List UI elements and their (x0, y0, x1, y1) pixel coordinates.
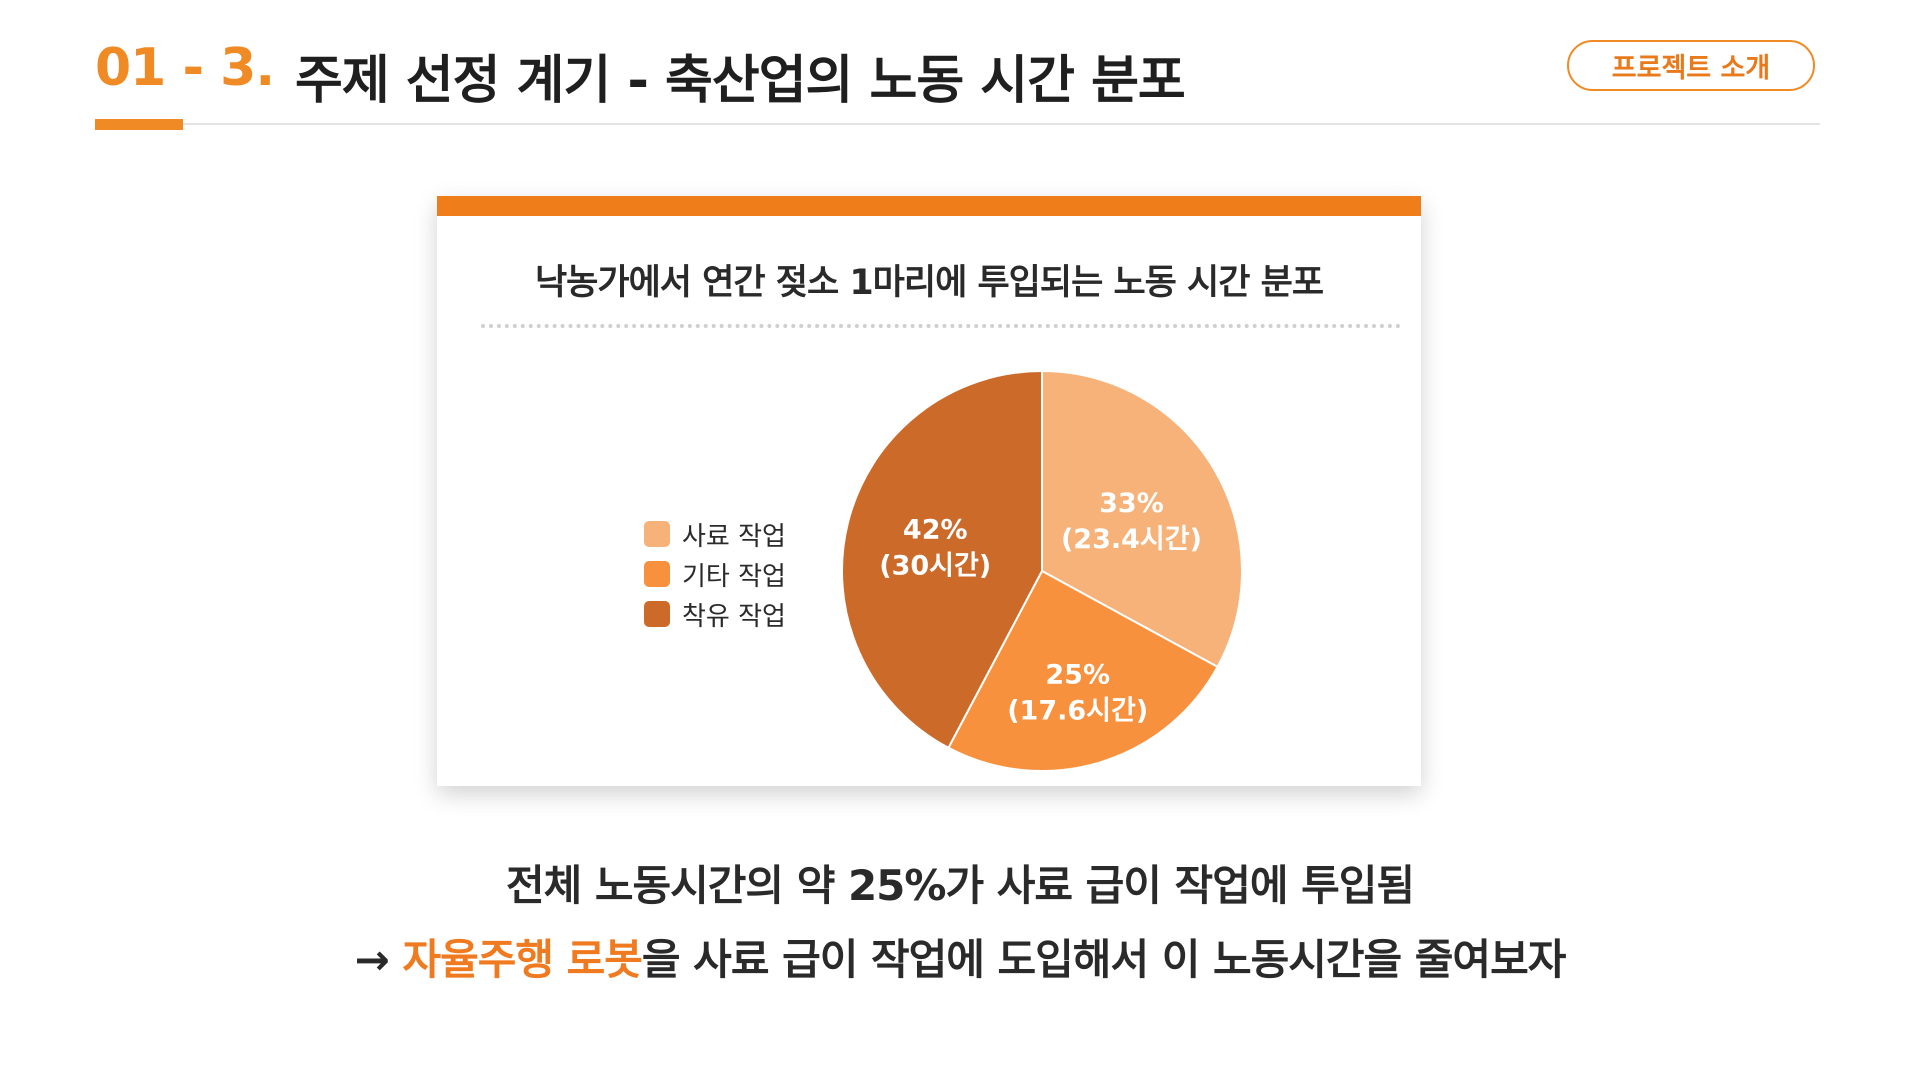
legend-item: 착유 작업 (644, 594, 786, 634)
legend-swatch (644, 601, 670, 627)
arrow-text: → (354, 935, 403, 984)
pie-value-label: (30시간) (879, 550, 991, 581)
header-divider (95, 123, 1820, 125)
chart-card: 낙농가에서 연간 젖소 1마리에 투입되는 노동 시간 분포 사료 작업 기타 … (437, 196, 1421, 786)
conclusion-rest: 을 사료 급이 작업에 도입해서 이 노동시간을 줄여보자 (641, 935, 1566, 984)
legend-label: 기타 작업 (682, 561, 786, 592)
pie-percent-label: 33% (1099, 488, 1164, 519)
pie-value-label: (17.6시간) (1007, 696, 1148, 727)
pie-slice (841, 369, 1043, 750)
legend-item: 기타 작업 (644, 554, 786, 594)
pie-slice (1041, 369, 1243, 669)
section-badge: 프로젝트 소개 (1567, 40, 1815, 91)
legend-item: 사료 작업 (644, 514, 786, 554)
legend-swatch (644, 521, 670, 547)
pie-percent-label: 42% (903, 514, 968, 545)
chart-title: 낙농가에서 연간 젖소 1마리에 투입되는 노동 시간 분포 (534, 263, 1324, 303)
section-number: 01 - 3. (95, 38, 275, 98)
page-title: 주제 선정 계기 - 축산업의 노동 시간 분포 (295, 51, 1186, 111)
legend-label: 사료 작업 (682, 521, 786, 552)
pie-percent-label: 25% (1045, 660, 1110, 691)
pie-chart: 33% (23.4시간) 25% (17.6시간) 42% (30시간) (841, 369, 1243, 772)
summary-text: 전체 노동시간의 약 25%가 사료 급이 작업에 투입됨 (505, 861, 1415, 910)
dotted-divider (481, 324, 1401, 328)
legend-label: 착유 작업 (682, 601, 786, 632)
highlight-text: 자율주행 로봇 (402, 935, 642, 984)
conclusion-text: → 자율주행 로봇을 사료 급이 작업에 도입해서 이 노동시간을 줄여보자 (0, 926, 1920, 987)
legend-swatch (644, 561, 670, 587)
chart-legend: 사료 작업 기타 작업 착유 작업 (644, 514, 786, 634)
pie-value-label: (23.4시간) (1061, 524, 1202, 555)
header-accent-bar (95, 119, 183, 130)
